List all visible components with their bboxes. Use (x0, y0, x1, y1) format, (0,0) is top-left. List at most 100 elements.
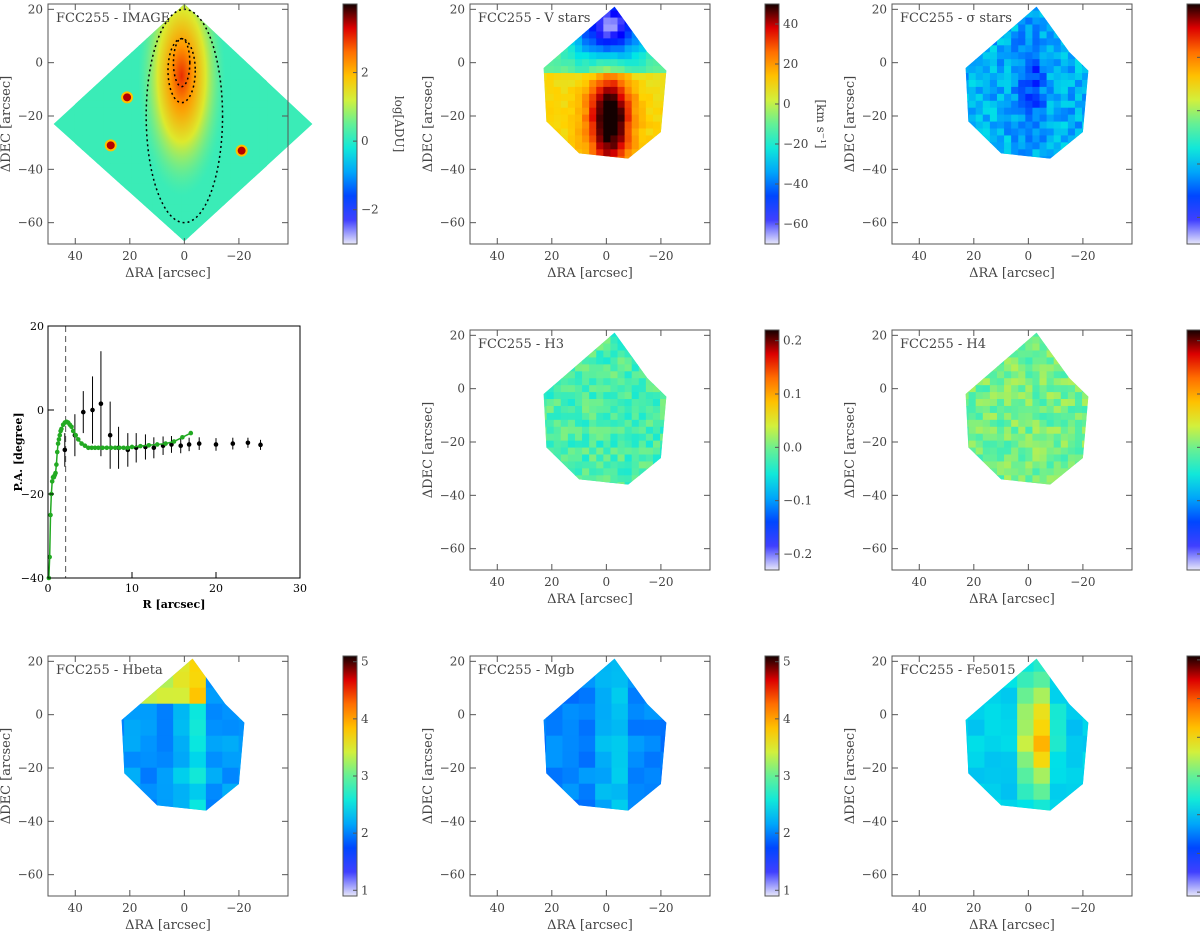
map-cell (919, 385, 927, 393)
map-cell (681, 31, 689, 39)
map-cell (926, 108, 934, 116)
map-cell (624, 10, 633, 19)
map-cell (933, 524, 941, 532)
map-cell (89, 197, 97, 206)
map-cell (82, 79, 90, 88)
map-cell (1046, 149, 1055, 157)
map-cell (74, 59, 83, 67)
map-cell (1096, 80, 1104, 88)
map-cell (990, 559, 998, 567)
map-cell (1046, 336, 1055, 345)
map-cell (617, 419, 626, 428)
map-cell (645, 475, 654, 483)
map-cell (543, 357, 548, 365)
map-cell (1039, 419, 1048, 428)
x-tick-label: −20 (648, 575, 673, 589)
map-cell (252, 225, 260, 234)
map-cell (624, 454, 633, 463)
map-cell (1004, 475, 1012, 483)
map-cell (933, 427, 941, 435)
map-cell (940, 59, 948, 67)
map-cell (1046, 378, 1055, 386)
map-cell (582, 343, 590, 352)
map-cell (1061, 496, 1069, 504)
map-cell (933, 142, 941, 150)
map-cell (667, 448, 675, 456)
map-cell (582, 447, 590, 456)
map-cell (674, 233, 682, 241)
map-cell (617, 156, 626, 159)
map-cell (504, 496, 512, 504)
map-cell (96, 66, 104, 74)
map-cell (511, 184, 519, 192)
map-cell (540, 191, 548, 199)
map-cell (89, 128, 97, 137)
map-cell (926, 163, 934, 171)
map-cell (1047, 517, 1055, 525)
map-cell (989, 86, 998, 95)
map-cell (574, 149, 583, 157)
map-cell (625, 198, 633, 206)
map-cell (975, 38, 984, 46)
map-cell (1032, 503, 1040, 511)
map-cell (1082, 128, 1089, 137)
map-cell (1011, 170, 1019, 178)
map-cell (554, 177, 562, 185)
map-cell (667, 73, 675, 81)
map-cell (1011, 107, 1019, 116)
map-cell (660, 447, 667, 456)
map-cell (947, 66, 955, 74)
map-cell (940, 45, 948, 53)
map-cell (124, 163, 133, 171)
map-cell (940, 385, 948, 393)
map-cell (681, 385, 689, 393)
map-cell (976, 212, 984, 220)
map-cell (216, 218, 225, 227)
map-cell (681, 427, 689, 435)
map-cell (1096, 482, 1104, 490)
map-cell (1046, 121, 1055, 130)
map-cell (990, 517, 998, 525)
map-cell (131, 232, 140, 241)
map-cell (646, 538, 654, 546)
map-cell (568, 184, 576, 192)
map-cell (230, 135, 239, 143)
map-cell (982, 52, 991, 60)
map-cell (954, 219, 962, 227)
map-cell (926, 226, 934, 234)
map-cell (1011, 343, 1019, 352)
map-cell (667, 489, 675, 497)
map-cell (574, 45, 583, 53)
map-cell (554, 233, 562, 241)
panel-title: FCC255 - H3 (478, 337, 564, 352)
map-cell (996, 371, 1005, 379)
map-cell (962, 496, 970, 504)
map-cell (561, 538, 569, 546)
map-cell (962, 538, 970, 546)
map-cell (962, 170, 970, 178)
map-cell (546, 357, 555, 365)
map-cell (547, 184, 555, 192)
map-cell (1103, 170, 1111, 178)
map-cell (540, 198, 548, 206)
map-cell (518, 80, 526, 88)
map-cell (646, 239, 654, 247)
map-cell (547, 233, 555, 241)
map-cell (160, 232, 168, 241)
map-cell (1054, 559, 1062, 567)
map-cell (89, 86, 97, 95)
map-cell (124, 38, 133, 46)
map-cell (174, 225, 182, 234)
map-cell (947, 163, 955, 171)
map-cell (926, 385, 934, 393)
map-cell (245, 128, 253, 137)
map-cell (96, 79, 104, 88)
map-cell (674, 226, 682, 234)
map-cell (1004, 45, 1012, 53)
map-cell (1074, 66, 1083, 74)
map-cell (1004, 503, 1012, 511)
map-cell (504, 149, 512, 157)
y-tick-label: −40 (21, 572, 44, 585)
map-cell (982, 79, 991, 88)
map-cell (582, 219, 590, 227)
